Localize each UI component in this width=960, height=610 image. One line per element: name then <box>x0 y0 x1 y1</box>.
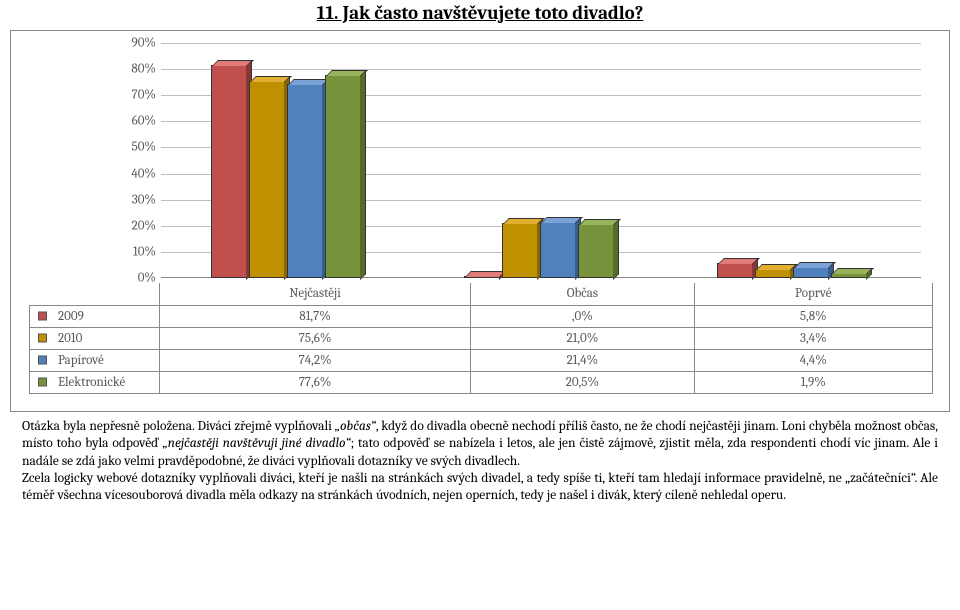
bar <box>249 81 285 278</box>
value-cell: 20,5% <box>471 371 694 393</box>
value-cell: 3,4% <box>694 327 932 349</box>
y-axis-tick: 70% <box>121 88 156 103</box>
bar <box>502 223 538 278</box>
y-axis-tick: 30% <box>121 192 156 207</box>
chart-container: 0%10%20%30%40%50%60%70%80%90% Nejčastěji… <box>10 30 950 412</box>
bar-group <box>211 43 371 278</box>
y-axis-tick: 50% <box>121 140 156 155</box>
bar-group <box>717 43 877 278</box>
legend-swatch <box>38 334 47 343</box>
value-cell: 77,6% <box>160 371 471 393</box>
series-name-cell: 2010 <box>30 327 160 349</box>
value-cell: 74,2% <box>160 349 471 371</box>
series-name-label: Elektronické <box>58 375 125 390</box>
y-axis-tick: 80% <box>121 62 156 77</box>
y-axis-tick: 60% <box>121 114 156 129</box>
bar-group <box>464 43 624 278</box>
value-cell: 21,0% <box>471 327 694 349</box>
bar-side-face <box>360 70 366 280</box>
bar <box>831 273 867 278</box>
series-name-cell: 2009 <box>30 305 160 327</box>
y-axis-tick: 90% <box>121 36 156 51</box>
series-name-label: Papírové <box>58 353 104 368</box>
value-cell: 81,7% <box>160 305 471 327</box>
bar <box>578 224 614 278</box>
commentary-text: Otázka byla nepřesně položena. Diváci zř… <box>10 412 950 504</box>
value-cell: ,0% <box>471 305 694 327</box>
bar <box>540 222 576 278</box>
value-cell: 4,4% <box>694 349 932 371</box>
value-cell: 5,8% <box>694 305 932 327</box>
series-name-cell: Papírové <box>30 349 160 371</box>
table-row: Papírové 74,2%21,4%4,4% <box>30 349 933 371</box>
commentary-em1: „občas“ <box>335 419 376 434</box>
category-header: Nejčastěji <box>160 283 471 305</box>
bar <box>717 263 753 278</box>
y-axis-tick: 10% <box>121 244 156 259</box>
legend-swatch <box>38 356 47 365</box>
commentary-p2: Zcela logicky webové dotazníky vyplňoval… <box>22 471 938 503</box>
chart-data-table: NejčastějiObčasPoprvé 200981,7%,0%5,8%20… <box>29 283 933 394</box>
category-header: Občas <box>471 283 694 305</box>
value-cell: 75,6% <box>160 327 471 349</box>
series-name-label: 2009 <box>58 309 84 324</box>
value-cell: 1,9% <box>694 371 932 393</box>
commentary-em2: „nejčastěji navštěvuji jiné divadlo“ <box>163 436 351 451</box>
page-title: 11. Jak často navštěvujete toto divadlo? <box>10 0 950 30</box>
commentary-p1a: Otázka byla nepřesně položena. Diváci zř… <box>22 419 335 434</box>
legend-swatch <box>38 378 47 387</box>
bar <box>793 267 829 278</box>
table-row: Elektronické 77,6%20,5%1,9% <box>30 371 933 393</box>
bar <box>211 65 247 278</box>
bar <box>287 84 323 278</box>
table-row: 2009 81,7%,0%5,8% <box>30 305 933 327</box>
table-row: 2010 75,6%21,0%3,4% <box>30 327 933 349</box>
series-name-label: 2010 <box>58 331 82 346</box>
bar-side-face <box>613 219 619 280</box>
value-cell: 21,4% <box>471 349 694 371</box>
legend-swatch <box>38 312 47 321</box>
y-axis-tick: 20% <box>121 218 156 233</box>
bar <box>755 269 791 278</box>
y-axis-tick: 40% <box>121 166 156 181</box>
series-name-cell: Elektronické <box>30 371 160 393</box>
bar <box>325 75 361 278</box>
category-header: Poprvé <box>694 283 932 305</box>
bar <box>464 276 500 278</box>
